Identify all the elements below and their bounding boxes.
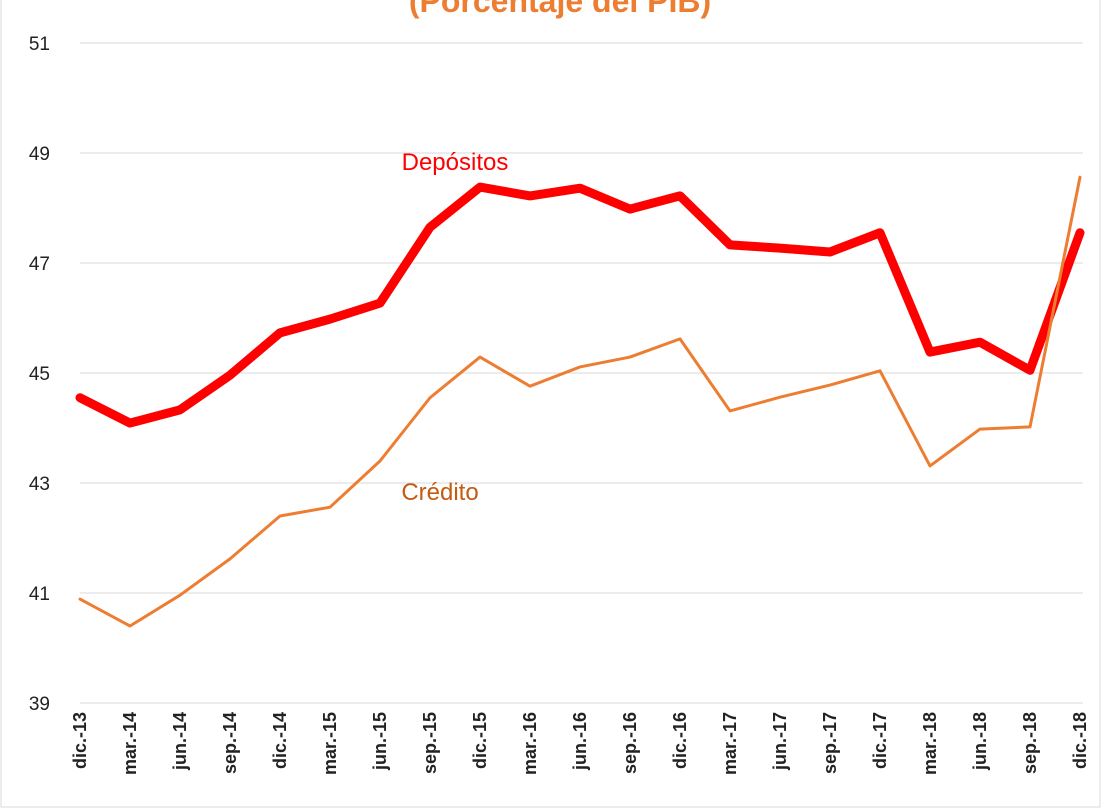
x-tick-label: dic.-14 (270, 712, 290, 769)
x-tick-label: jun.-18 (970, 712, 990, 771)
x-tick-label: sep.-14 (220, 712, 240, 774)
y-tick-label: 41 (29, 584, 50, 605)
series-line (75, 182, 1085, 428)
series-line (78, 175, 1082, 628)
series-label: Crédito (401, 479, 478, 506)
x-tick-label: dic.-16 (670, 712, 690, 769)
y-tick-label: 43 (29, 474, 50, 495)
x-tick-label: dic.-18 (1070, 712, 1090, 769)
x-tick-label: jun.-14 (170, 712, 190, 771)
y-tick-label: 51 (29, 34, 50, 55)
x-tick-label: sep.-17 (820, 712, 840, 774)
x-tick-label: mar.-16 (520, 712, 540, 775)
y-tick-label: 47 (29, 254, 50, 275)
x-tick-label: sep.-15 (420, 712, 440, 774)
x-tick-label: dic.-13 (70, 712, 90, 769)
x-tick-label: mar.-17 (720, 712, 740, 775)
x-tick-label: mar.-18 (920, 712, 940, 775)
x-tick-label: jun.-16 (570, 712, 590, 771)
x-tick-label: sep.-16 (620, 712, 640, 774)
x-tick-label: mar.-14 (120, 712, 140, 775)
x-tick-label: dic.-15 (470, 712, 490, 769)
y-tick-label: 39 (29, 694, 50, 715)
x-tick-label: mar.-15 (320, 712, 340, 775)
y-tick-label: 49 (29, 144, 50, 165)
x-tick-label: jun.-17 (770, 712, 790, 771)
x-tick-label: sep.-18 (1020, 712, 1040, 774)
series-label: Depósitos (402, 149, 509, 176)
y-tick-label: 45 (29, 364, 50, 385)
x-tick-label: jun.-15 (370, 712, 390, 771)
x-tick-label: dic.-17 (870, 712, 890, 769)
chart-title: (Porcentaje del PIB) (409, 0, 711, 19)
